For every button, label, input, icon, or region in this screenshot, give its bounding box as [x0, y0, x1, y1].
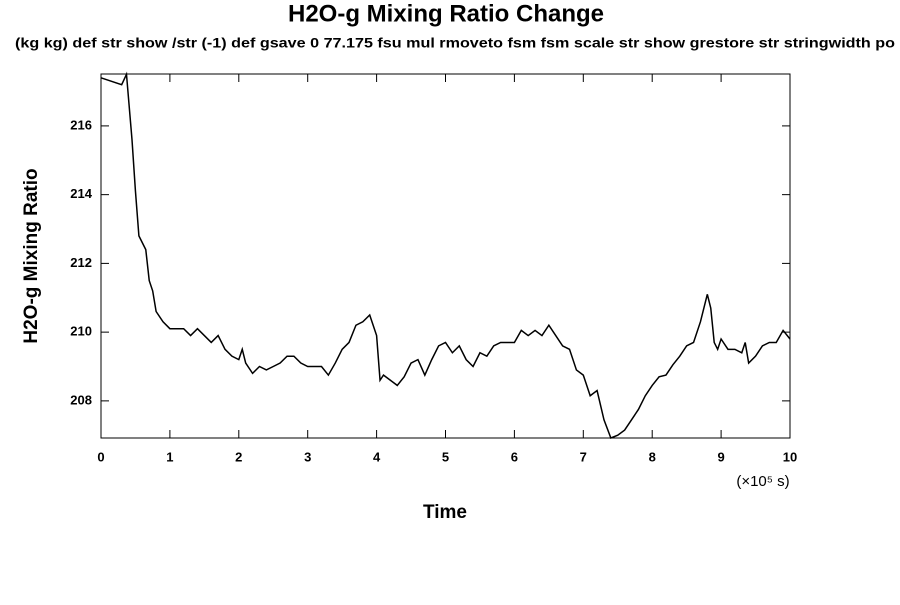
chart-title: H2O-g Mixing Ratio Change: [288, 0, 604, 27]
y-tick-label: 212: [70, 255, 92, 270]
y-axis-label: H2O-g Mixing Ratio: [21, 168, 42, 343]
y-tick-label: 208: [70, 392, 92, 407]
x-tick-label: 3: [304, 449, 311, 464]
x-tick-label: 7: [580, 449, 587, 464]
x-axis-label: Time: [423, 502, 467, 523]
x-tick-label: 0: [97, 449, 104, 464]
plot-frame: [100, 73, 791, 439]
x-tick-label: 1: [166, 449, 173, 464]
y-tick-label: 210: [70, 324, 92, 339]
x-tick-label: 9: [717, 449, 724, 464]
x-axis-unit: (×10⁵ s): [736, 473, 789, 490]
data-line: [100, 71, 791, 439]
x-tick-label: 6: [511, 449, 518, 464]
x-tick-label: 4: [373, 449, 381, 464]
chart-subtitle: (kg kg) def str show /str (-1) def gsave…: [15, 35, 895, 51]
x-tick-label: 8: [649, 449, 656, 464]
y-tick-label: 214: [70, 186, 92, 201]
x-tick-label: 10: [783, 449, 797, 464]
x-tick-label: 5: [442, 449, 449, 464]
y-tick-label: 216: [70, 117, 92, 132]
x-tick-label: 2: [235, 449, 242, 464]
